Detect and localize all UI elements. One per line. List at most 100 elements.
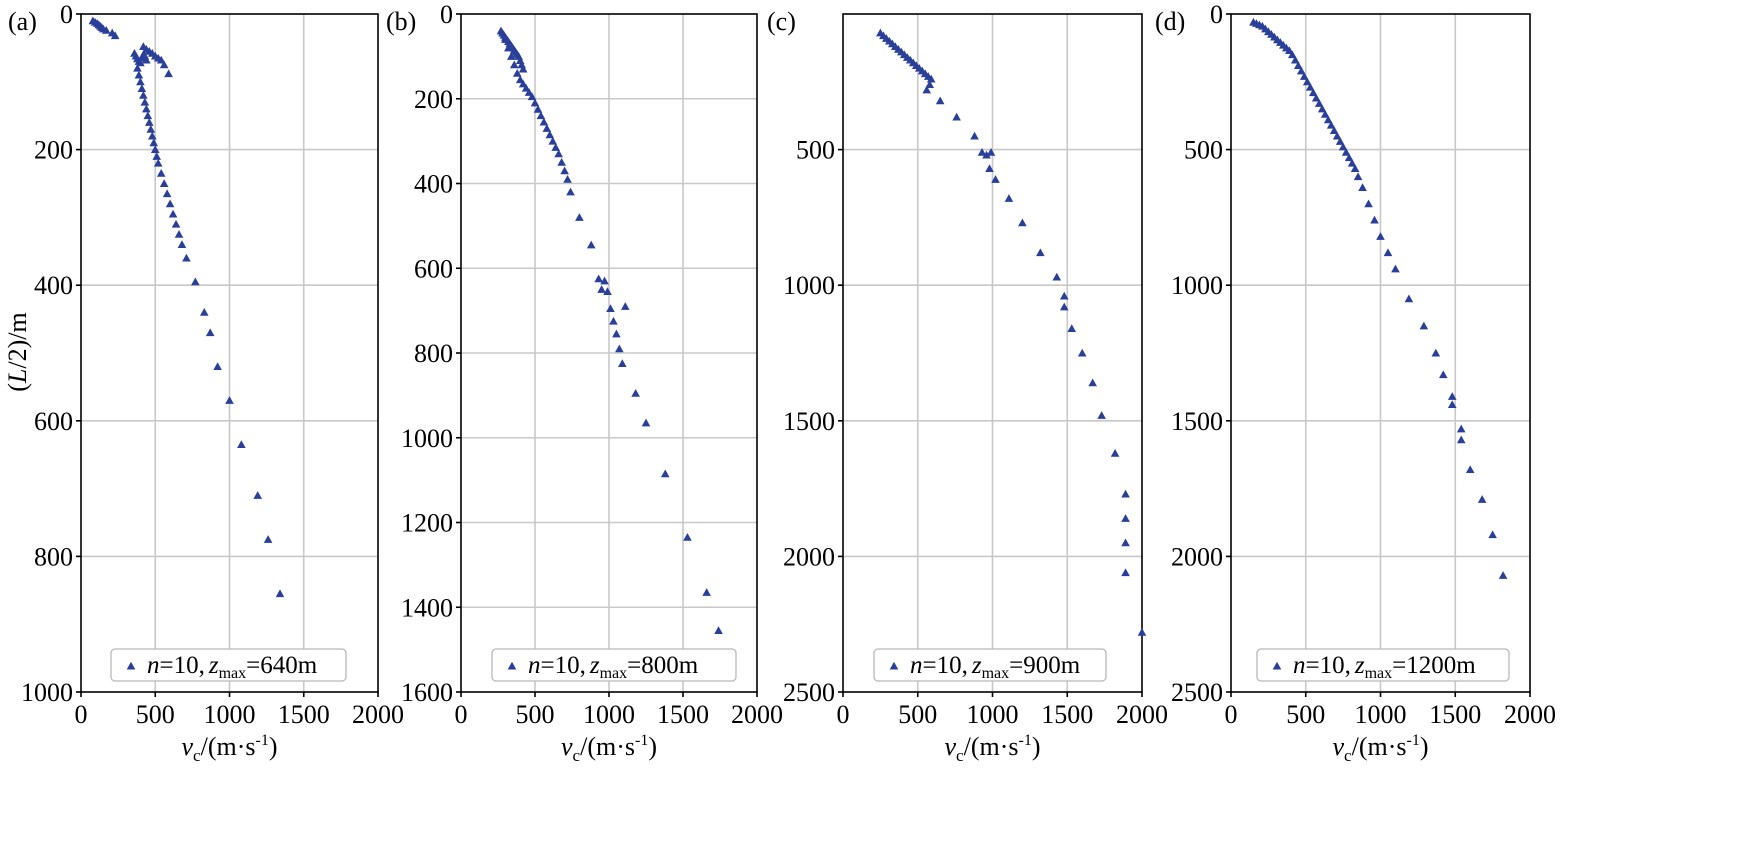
data-point-marker [1465, 465, 1475, 474]
data-point-marker [159, 179, 169, 187]
x-tick-label: 0 [837, 700, 850, 729]
legend-box [873, 648, 1107, 682]
data-point-marker [142, 55, 151, 64]
data-point-marker [1121, 568, 1130, 577]
data-point-marker [213, 362, 222, 370]
x-axis-label: vc/(m·s-1) [182, 732, 278, 765]
y-tick-label: 2500 [1171, 678, 1223, 707]
data-point-marker [1341, 148, 1351, 156]
data-point-marker [548, 136, 558, 145]
data-point-marker [507, 52, 516, 60]
data-point-marker [1097, 411, 1106, 419]
x-tick-label: 1500 [278, 700, 330, 729]
data-point-marker [275, 589, 285, 598]
legend-label: n=10, zmax=1200m [1293, 652, 1476, 682]
data-point-marker [977, 148, 987, 156]
data-point-marker [1121, 489, 1130, 498]
data-point-marker [143, 111, 153, 120]
data-point-marker [164, 69, 173, 78]
data-point-marker [620, 302, 630, 310]
data-point-marker [1311, 93, 1321, 102]
data-point-marker [1350, 164, 1360, 173]
data-point-marker [142, 104, 151, 113]
data-point-marker [1456, 424, 1466, 433]
data-point-marker [545, 130, 555, 139]
data-point-marker [952, 112, 961, 121]
data-point-marker [563, 174, 572, 183]
data-point-marker [1293, 61, 1303, 69]
data-point-marker [225, 396, 234, 404]
y-tick-label: 600 [34, 407, 73, 436]
data-point-marker [177, 240, 187, 248]
x-tick-label: 500 [136, 700, 175, 729]
data-point-marker [504, 43, 513, 52]
data-point-marker [609, 316, 618, 325]
data-point-marker [606, 304, 615, 312]
panel-label: (a) [8, 7, 37, 36]
x-axis-label: vc/(m·s-1) [1333, 732, 1429, 765]
data-point-marker [603, 287, 612, 295]
data-point-marker [512, 69, 522, 77]
data-point-marker [191, 277, 200, 286]
data-point-marker [641, 418, 651, 427]
data-point-marker [970, 131, 979, 140]
data-point-marker [1498, 571, 1508, 579]
data-point-marker [1036, 248, 1045, 257]
data-point-marker [1383, 248, 1393, 257]
data-point-marker [518, 64, 528, 73]
legend: n=10, zmax=900m [873, 648, 1107, 682]
data-point-marker [926, 74, 936, 83]
data-point-marker [986, 148, 996, 156]
x-tick-label: 2000 [1504, 700, 1556, 729]
chart-panel-c: 0 500 1000 1500 2000 500 1000 1500 2000 2500 vc/(m… [767, 7, 1168, 765]
data-point-marker [501, 35, 510, 43]
data-point-marker [600, 276, 609, 285]
data-point-marker [560, 166, 569, 175]
data-point-marker [1456, 435, 1466, 444]
data-point-marker [1488, 530, 1497, 539]
y-tick-label: 2000 [783, 542, 835, 571]
data-point-marker [1326, 120, 1336, 129]
data-point-marker [159, 60, 169, 69]
x-tick-label: 0 [455, 700, 468, 729]
data-point-marker [935, 96, 945, 105]
data-point-marker [205, 328, 215, 337]
x-tick-label: 1500 [1429, 700, 1481, 729]
y-tick-label: 400 [414, 170, 453, 199]
data-point-marker [1447, 392, 1457, 400]
y-tick-label: 800 [34, 542, 73, 571]
data-point-marker [156, 169, 166, 177]
data-point-marker [1004, 194, 1014, 202]
data-point-marker [1332, 131, 1342, 140]
x-tick-label: 2000 [352, 700, 404, 729]
data-point-marker [165, 199, 175, 208]
data-point-marker [509, 60, 519, 69]
data-point-marker [1431, 348, 1441, 357]
data-point-marker [156, 55, 166, 64]
legend-box [491, 648, 737, 682]
data-point-marker [110, 31, 120, 40]
y-tick-label: 1500 [1171, 407, 1223, 436]
data-point-marker [991, 175, 1000, 183]
legend-marker [1272, 661, 1282, 670]
x-tick-label: 1500 [657, 700, 709, 729]
data-point-marker [137, 84, 147, 93]
data-point-marker [199, 308, 209, 316]
x-tick-label: 500 [516, 700, 555, 729]
data-point-marker [1347, 158, 1357, 167]
data-point-marker [133, 63, 142, 72]
data-point-marker [1296, 66, 1306, 75]
y-tick-label: 1000 [1171, 271, 1223, 300]
data-point-marker [631, 388, 640, 397]
data-point-marker [1338, 142, 1348, 151]
data-point-marker [594, 274, 603, 283]
data-point-marker [1353, 172, 1363, 181]
data-point-marker [174, 230, 184, 238]
data-point-marker [1308, 88, 1318, 97]
data-point-marker [530, 98, 540, 107]
x-tick-label: 1000 [204, 700, 256, 729]
y-tick-label: 1000 [21, 678, 73, 707]
data-point-marker [1376, 232, 1385, 240]
y-tick-label: 1000 [401, 424, 453, 453]
